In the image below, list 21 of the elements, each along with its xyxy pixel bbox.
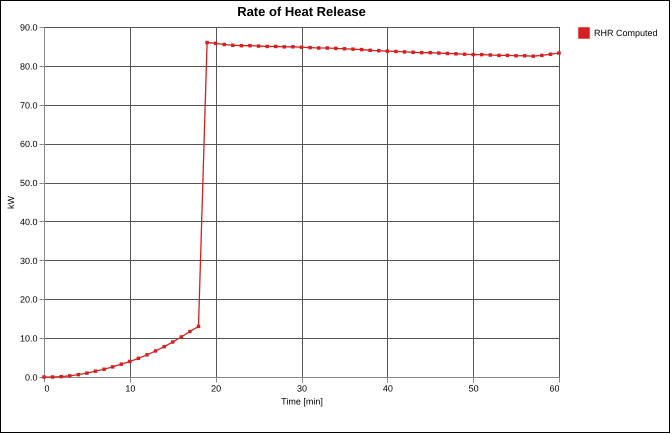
x-tick-label: 0 — [44, 384, 50, 394]
legend-label: RHR Computed — [594, 28, 658, 38]
y-tick-label: 80.0 — [20, 61, 38, 72]
y-tick-label: 70.0 — [20, 100, 38, 110]
y-tick-label: 90.0 — [20, 22, 38, 32]
x-tick-label: 40 — [382, 384, 393, 394]
y-tick-label: 0.0 — [24, 372, 38, 382]
x-tick-label: 10 — [125, 384, 136, 394]
chart-title: Rate of Heat Release — [237, 4, 366, 19]
x-tick-label: 20 — [211, 384, 222, 394]
y-tick-label: 60.0 — [20, 139, 38, 150]
y-tick-label: 50.0 — [20, 178, 38, 188]
y-tick-label: 20.0 — [20, 294, 38, 305]
y-tick-label: 40.0 — [20, 216, 38, 227]
x-tick-label: 30 — [296, 384, 308, 394]
x-tick-label: 50 — [468, 384, 479, 394]
y-axis-title: kW — [6, 196, 16, 209]
y-tick-label: 10.0 — [20, 334, 38, 344]
x-tick-label: 60 — [549, 384, 560, 394]
y-tick-label: 30.0 — [20, 256, 38, 266]
x-axis-title: Time [min] — [281, 396, 323, 406]
